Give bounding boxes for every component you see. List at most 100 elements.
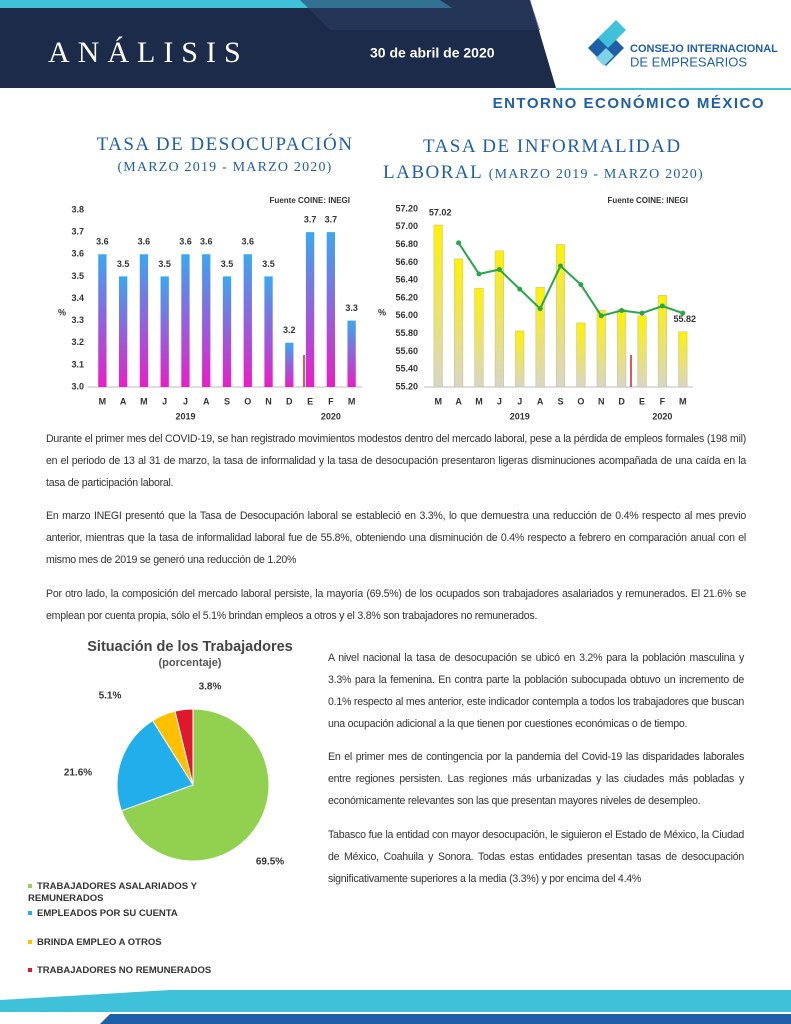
line-point (680, 310, 686, 316)
bar (596, 310, 606, 388)
legend-item: BRINDA EMPLEO A OTROS (28, 937, 218, 949)
line-point (496, 267, 502, 273)
line-point (558, 263, 563, 269)
legend-item: EMPLEADOS POR SU CUENTA (28, 908, 218, 920)
x-tick-label: J (162, 396, 167, 406)
bar (139, 254, 149, 387)
x-tick-label: A (203, 396, 210, 406)
y-tick-label: 56.60 (395, 257, 418, 267)
paragraph: A nivel nacional la tasa de desocupación… (328, 652, 744, 730)
chart-subtitle: (MARZO 2019 - MARZO 2020) (117, 160, 333, 175)
footer-stripe (0, 990, 791, 1012)
y-tick-label: 57.00 (395, 221, 418, 231)
bar (98, 254, 107, 387)
chart-title: TASA DE INFORMALIDAD LABORAL (383, 136, 682, 183)
legend-swatch (28, 940, 32, 945)
line-point (456, 240, 462, 246)
y-axis-label: % (378, 307, 386, 317)
paragraph: En el primer mes de contingencia por la … (328, 751, 744, 807)
pie-slice (116, 719, 194, 812)
line-point (476, 271, 482, 277)
header-date: 30 de abril de 2020 (370, 45, 495, 61)
x-tick-label: J (517, 396, 522, 406)
pie-label: 5.1% (99, 691, 122, 702)
paragraph: Por otro lado, la composición del mercad… (46, 588, 746, 622)
line-point (619, 307, 625, 313)
y-tick-label: 3.1 (71, 359, 84, 369)
data-label: 3.7 (325, 215, 338, 225)
bar (326, 232, 335, 387)
legend-swatch (28, 884, 32, 889)
legend-label: EMPLEADOS POR SU CUENTA (37, 908, 178, 919)
bar (347, 320, 356, 387)
y-tick-label: 3.2 (71, 337, 84, 347)
data-label: 57.02 (429, 207, 452, 217)
data-label: 3.3 (345, 303, 358, 313)
x-tick-label: J (183, 396, 188, 406)
y-tick-label: 3.6 (71, 249, 84, 259)
legend-swatch (28, 911, 32, 916)
section-title: ENTORNO ECONÓMICO MÉXICO (493, 94, 765, 112)
line-series (457, 242, 684, 317)
legend-label: TRABAJADORES ASALARIADOS Y REMUNERADOS (28, 881, 197, 904)
pie-subtitle: (porcentaje) (159, 657, 222, 669)
y-tick-label: 3.4 (71, 293, 84, 303)
line-point (659, 303, 665, 309)
data-label: 3.5 (221, 259, 234, 269)
logo-line2: DE EMPRESARIOS (630, 54, 747, 69)
x-tick-label: A (120, 396, 127, 406)
pie-label: 21.6% (64, 768, 92, 779)
y-axis-label: % (58, 307, 66, 317)
data-label: 3.5 (117, 259, 130, 269)
pie-slice (174, 708, 194, 786)
bar (555, 244, 566, 388)
header-title: ANÁLISIS (48, 36, 249, 69)
legend-swatch (28, 968, 32, 973)
x-tick-label: O (577, 396, 584, 406)
bar (678, 331, 688, 388)
x-tick-label: F (328, 396, 334, 406)
header-shade (300, 0, 540, 30)
data-label: 3.6 (138, 237, 151, 247)
bar (576, 322, 586, 388)
x-tick-label: S (224, 396, 230, 406)
x-tick-label: O (244, 396, 251, 406)
data-label: 3.6 (242, 237, 255, 247)
year-label: 2020 (652, 411, 672, 421)
year-label: 2019 (510, 411, 530, 421)
bar (474, 287, 484, 388)
y-tick-label: 3.5 (71, 271, 84, 281)
y-tick-label: 55.20 (395, 381, 418, 391)
legend-label: TRABAJADORES NO REMUNERADOS (37, 965, 212, 976)
x-tick-label: N (265, 396, 272, 406)
y-tick-label: 3.3 (71, 315, 84, 325)
year-label: 2020 (321, 411, 341, 421)
y-tick-label: 56.00 (395, 310, 418, 320)
data-label: 3.5 (158, 259, 171, 269)
data-label: 3.7 (304, 215, 317, 225)
data-label: 3.6 (179, 237, 192, 247)
pie-label: 69.5% (256, 857, 284, 868)
bar (535, 287, 545, 388)
line-point (517, 286, 523, 292)
data-label: 3.2 (283, 325, 296, 335)
bar (160, 276, 169, 387)
x-tick-label: M (348, 396, 356, 406)
x-tick-label: N (598, 396, 605, 406)
bar (202, 254, 211, 387)
footer-band (100, 1014, 791, 1024)
y-tick-label: 56.40 (395, 275, 418, 285)
x-tick-label: A (455, 396, 462, 406)
bar (433, 224, 443, 388)
bar (494, 250, 504, 388)
x-tick-label: S (557, 396, 563, 406)
bar (119, 276, 128, 387)
bar (617, 309, 627, 388)
x-tick-label: M (99, 396, 107, 406)
paragraph: Durante el primer mes del COVID-19, se h… (46, 433, 746, 489)
chart-title: TASA DE DESOCUPACIÓN (96, 134, 354, 155)
x-tick-label: F (660, 396, 666, 406)
x-tick-label: D (286, 396, 293, 406)
chart-title-block: TASA DE INFORMALIDAD LABORAL (MARZO 2019… (383, 134, 743, 187)
x-tick-label: M (434, 396, 442, 406)
